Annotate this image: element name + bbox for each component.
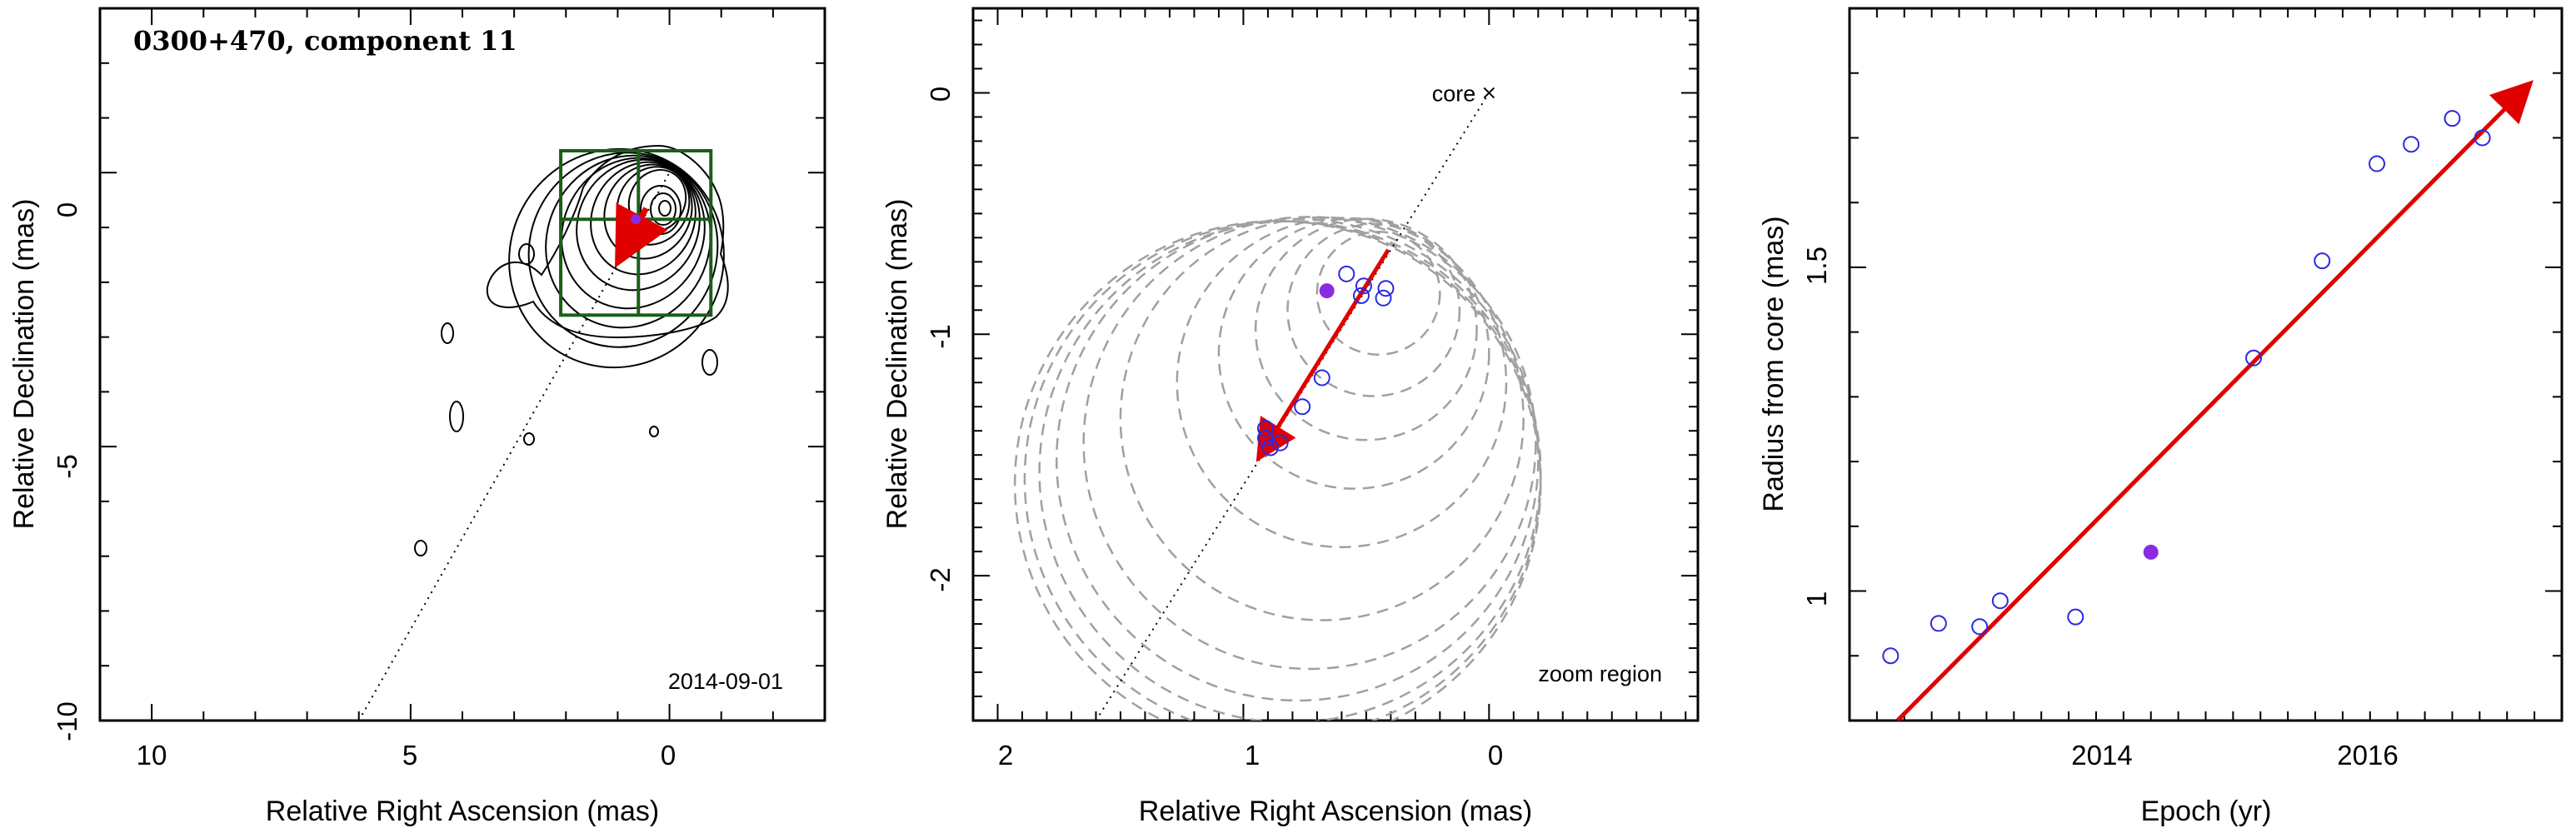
open-position-point (1256, 429, 1274, 446)
y-tick-label: 1 (1801, 591, 1832, 606)
uncertainty-circles (1013, 216, 1542, 721)
contour-blob (649, 426, 659, 437)
x-tick-label: 5 (402, 740, 417, 771)
core-label: core (1432, 81, 1476, 106)
open-position-point (1261, 439, 1279, 456)
x-tick-label: 2014 (2071, 740, 2132, 771)
panel-zoom-region: 2 1 0 0 -1 -2 Relative Right Ascension (… (881, 7, 1700, 827)
contour-blob (441, 322, 454, 344)
contour-blob (701, 349, 718, 376)
y-tick-label: -2 (925, 567, 956, 591)
component-positions (1256, 265, 1395, 456)
panel3-x-tick-labels: 2014 2016 (2071, 740, 2398, 771)
uncertainty-circle (1056, 217, 1540, 702)
open-position-point (1271, 434, 1289, 451)
panel1-x-tick-labels: 10 5 0 (137, 740, 676, 771)
panel-radius-vs-epoch: 2014 2016 1 1.5 Epoch (yr) Radius from c… (1758, 7, 2564, 827)
radius-points (1882, 110, 2491, 665)
open-radius-point (2369, 155, 2386, 172)
open-position-point (1352, 287, 1370, 304)
x-tick-label: 2 (998, 740, 1013, 771)
epoch-date-label: 2014-09-01 (668, 669, 783, 694)
core-cross-stroke (1483, 87, 1495, 99)
panel2-y-tick-labels: 0 -1 -2 (925, 87, 956, 592)
y-axis-title: Radius from core (mas) (1758, 216, 1790, 511)
open-position-point (1338, 265, 1355, 282)
core-cross-marker (1483, 87, 1495, 99)
open-position-point (1294, 398, 1311, 416)
uncertainty-circle (1013, 220, 1542, 721)
y-axis-title: Relative Declination (mas) (881, 199, 913, 530)
x-tick-label: 0 (1488, 740, 1503, 771)
contour-level (545, 154, 711, 329)
panel-contour-map: 10 5 0 0 -5 -10 Relative Right Ascension… (8, 7, 826, 827)
panel1-ticks (99, 7, 826, 721)
open-radius-point (1991, 592, 2009, 610)
y-tick-label: -5 (52, 454, 82, 478)
x-tick-label: 2016 (2337, 740, 2398, 771)
open-radius-point (2444, 110, 2461, 127)
panel3-frame (1848, 7, 2564, 722)
open-position-point (1355, 277, 1372, 295)
panel2-ticks (972, 8, 1698, 721)
x-axis-title: Relative Right Ascension (mas) (1139, 796, 1532, 827)
panel2-frame (971, 7, 1700, 722)
y-tick-label: -1 (925, 324, 956, 348)
panel3-y-tick-labels: 1 1.5 (1801, 247, 1832, 606)
open-position-point (1375, 289, 1392, 307)
open-radius-point (2403, 136, 2420, 153)
zoom-region-label: zoom region (1538, 661, 1662, 686)
chart-title: 0300+470, component 11 (133, 25, 517, 57)
open-radius-point (1971, 618, 1989, 636)
open-radius-point (2067, 608, 2084, 626)
panel3-ticks (1849, 7, 2563, 721)
motion-vector-arrow (615, 202, 668, 268)
motion-vector-arrow (1256, 248, 1390, 462)
contour-level (527, 152, 719, 348)
contour-level (576, 158, 701, 292)
contour-outer-envelope (486, 144, 729, 339)
y-tick-label: 1.5 (1801, 247, 1832, 285)
open-radius-point (1930, 615, 1947, 632)
x-tick-label: 0 (661, 740, 676, 771)
y-axis-title: Relative Declination (mas) (8, 199, 40, 530)
open-radius-point (2474, 129, 2491, 147)
filled-radius-point (2143, 544, 2159, 560)
open-radius-point (2314, 252, 2331, 270)
panel1-y-tick-labels: 0 -5 -10 (52, 202, 82, 741)
x-axis-title: Epoch (yr) (2141, 796, 2272, 827)
contour-blob (414, 540, 427, 556)
x-tick-label: 10 (137, 740, 167, 771)
uncertainty-circle (1254, 217, 1478, 441)
open-radius-point (1882, 647, 1900, 665)
panel1-frame (98, 7, 826, 722)
fit-arrow (1895, 80, 2534, 721)
x-tick-label: 1 (1245, 740, 1260, 771)
open-position-point (1256, 420, 1274, 437)
uncertainty-circle (1023, 220, 1542, 721)
contour-blob (518, 243, 535, 265)
contour-level (658, 200, 671, 217)
contour-blob (523, 432, 535, 446)
y-tick-label: 0 (52, 202, 82, 217)
y-tick-label: 0 (925, 87, 956, 102)
uncertainty-circle (1082, 216, 1537, 671)
open-position-point (1313, 369, 1330, 387)
open-radius-point (2245, 349, 2263, 367)
uncertainty-circle (1315, 231, 1441, 356)
contour-blob (449, 401, 464, 432)
open-position-point (1377, 280, 1395, 297)
contour-level (590, 161, 696, 276)
component-marker (631, 214, 642, 225)
panel2-x-tick-labels: 2 1 0 (998, 740, 1503, 771)
x-axis-title: Relative Right Ascension (mas) (266, 796, 659, 827)
y-tick-label: -10 (52, 701, 82, 741)
zoom-box-outline (559, 149, 713, 317)
filled-position-point (1319, 283, 1335, 299)
